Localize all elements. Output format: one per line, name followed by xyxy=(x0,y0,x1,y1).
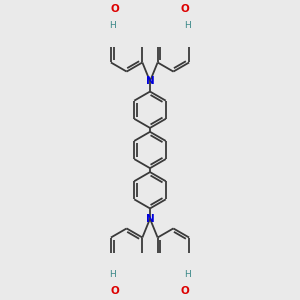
Text: N: N xyxy=(146,214,154,224)
Text: H: H xyxy=(109,270,116,279)
Text: O: O xyxy=(180,4,189,14)
Text: O: O xyxy=(111,286,120,296)
Text: H: H xyxy=(109,21,116,30)
Text: O: O xyxy=(111,4,120,14)
Text: O: O xyxy=(180,286,189,296)
Text: H: H xyxy=(184,270,191,279)
Text: N: N xyxy=(146,76,154,86)
Text: H: H xyxy=(184,21,191,30)
